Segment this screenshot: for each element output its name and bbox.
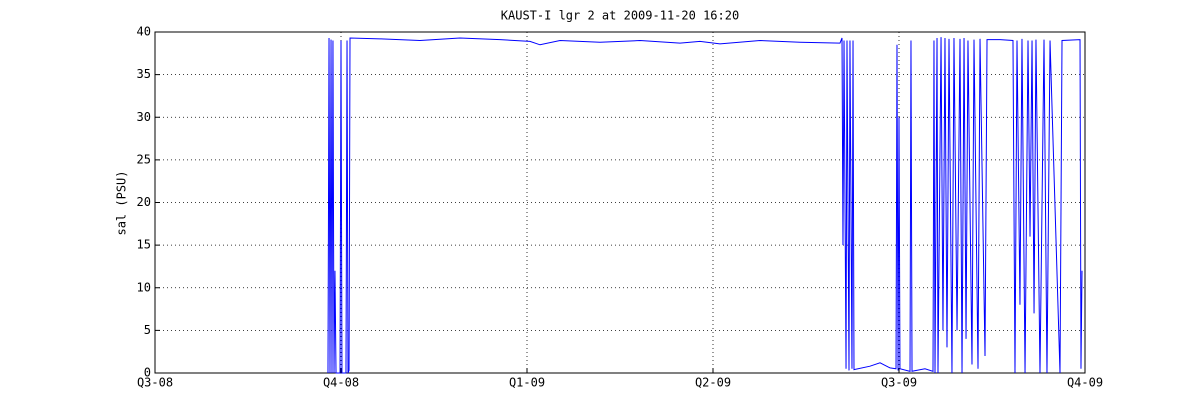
x-tick-label: Q2-09 <box>695 376 731 390</box>
x-tick-label: Q4-09 <box>1067 376 1103 390</box>
x-tick-label: Q1-09 <box>509 376 545 390</box>
y-tick-label: 5 <box>144 323 151 337</box>
data-line <box>327 37 1083 374</box>
x-tick-label: Q3-09 <box>881 376 917 390</box>
y-tick-label: 0 <box>144 366 151 380</box>
y-tick-label: 10 <box>137 280 151 294</box>
y-tick-label: 15 <box>137 238 151 252</box>
chart-title: KAUST-I lgr 2 at 2009-11-20 16:20 <box>501 9 739 23</box>
x-tick-label: Q4-08 <box>323 376 359 390</box>
y-tick-label: 30 <box>137 110 151 124</box>
y-tick-label: 40 <box>137 25 151 39</box>
y-axis-label: sal (PSU) <box>115 170 129 235</box>
x-tick-label: Q3-08 <box>137 376 173 390</box>
y-tick-label: 35 <box>137 67 151 81</box>
y-tick-label: 20 <box>137 195 151 209</box>
y-tick-label: 25 <box>137 152 151 166</box>
